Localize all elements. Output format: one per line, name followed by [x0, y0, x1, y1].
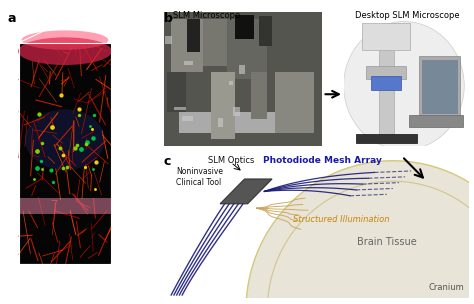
- Text: Depth (μm): Depth (μm): [113, 26, 149, 31]
- FancyBboxPatch shape: [363, 23, 410, 50]
- FancyBboxPatch shape: [211, 72, 235, 139]
- FancyBboxPatch shape: [356, 134, 417, 143]
- FancyBboxPatch shape: [187, 19, 200, 52]
- Text: Brain Tissue: Brain Tissue: [357, 237, 417, 247]
- Text: 800: 800: [143, 179, 153, 184]
- Text: SLM Optics: SLM Optics: [208, 156, 254, 165]
- Ellipse shape: [18, 37, 112, 65]
- FancyBboxPatch shape: [274, 72, 314, 133]
- FancyBboxPatch shape: [239, 65, 246, 74]
- FancyBboxPatch shape: [172, 19, 203, 72]
- Text: Cranium: Cranium: [429, 283, 465, 292]
- Polygon shape: [220, 179, 272, 204]
- FancyBboxPatch shape: [179, 112, 306, 133]
- FancyBboxPatch shape: [419, 56, 460, 116]
- Polygon shape: [18, 43, 111, 264]
- FancyBboxPatch shape: [219, 118, 223, 127]
- FancyBboxPatch shape: [174, 107, 185, 110]
- FancyBboxPatch shape: [366, 66, 406, 79]
- Text: 0: 0: [143, 40, 146, 45]
- FancyBboxPatch shape: [227, 19, 267, 79]
- Polygon shape: [18, 198, 111, 214]
- FancyBboxPatch shape: [203, 19, 227, 66]
- Text: 400: 400: [143, 109, 153, 115]
- FancyBboxPatch shape: [164, 36, 172, 44]
- Text: 1000: 1000: [143, 213, 156, 218]
- Ellipse shape: [22, 30, 108, 50]
- Text: 600: 600: [143, 144, 153, 149]
- Text: Noninvasive
Clinical Tool: Noninvasive Clinical Tool: [176, 167, 223, 187]
- Text: a: a: [7, 12, 16, 25]
- FancyBboxPatch shape: [379, 43, 394, 139]
- FancyBboxPatch shape: [251, 72, 267, 119]
- Polygon shape: [246, 161, 474, 304]
- Text: 200: 200: [143, 75, 153, 80]
- FancyBboxPatch shape: [164, 12, 322, 146]
- Text: 270 μm: 270 μm: [24, 280, 48, 285]
- Text: 270 μm: 270 μm: [82, 280, 106, 285]
- Text: Structured Illumination: Structured Illumination: [292, 215, 389, 224]
- Text: SLM Microscope: SLM Microscope: [173, 11, 240, 20]
- Text: c: c: [164, 155, 171, 168]
- Text: Desktop SLM Microscope: Desktop SLM Microscope: [356, 11, 460, 20]
- Circle shape: [344, 22, 464, 150]
- FancyBboxPatch shape: [371, 76, 401, 90]
- FancyBboxPatch shape: [229, 81, 233, 85]
- FancyBboxPatch shape: [259, 16, 272, 46]
- FancyBboxPatch shape: [409, 115, 463, 127]
- FancyBboxPatch shape: [267, 19, 314, 72]
- FancyBboxPatch shape: [182, 116, 193, 122]
- FancyBboxPatch shape: [421, 60, 458, 114]
- Text: 1200: 1200: [143, 248, 156, 253]
- Text: b: b: [164, 12, 173, 25]
- FancyBboxPatch shape: [167, 72, 186, 112]
- FancyBboxPatch shape: [235, 15, 254, 39]
- Ellipse shape: [25, 109, 105, 170]
- Text: Photodiode Mesh Array: Photodiode Mesh Array: [263, 156, 382, 165]
- FancyBboxPatch shape: [233, 107, 240, 116]
- FancyBboxPatch shape: [184, 61, 193, 65]
